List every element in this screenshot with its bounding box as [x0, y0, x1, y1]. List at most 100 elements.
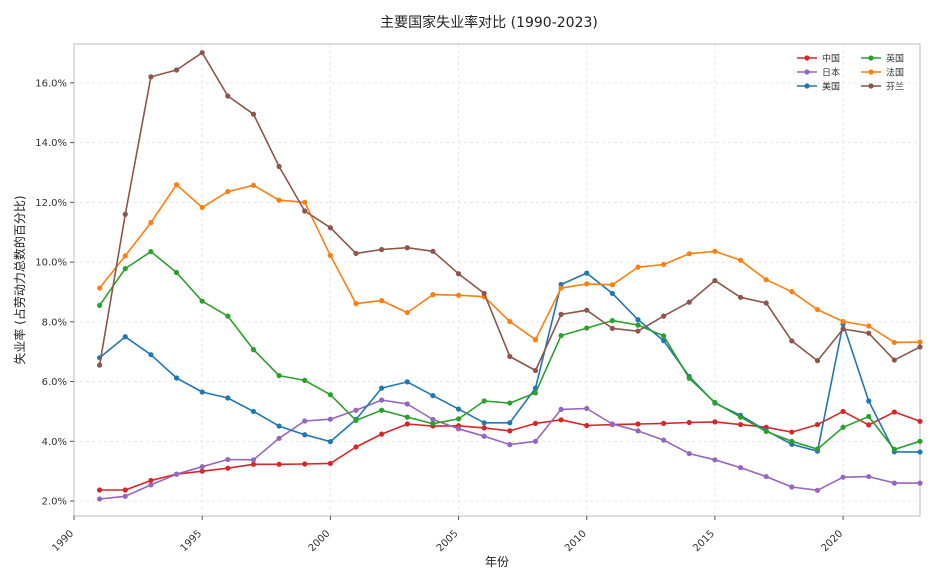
legend-marker — [868, 55, 874, 61]
y-tick-label: 8.0% — [42, 317, 67, 328]
plot-frame — [73, 43, 921, 517]
data-point — [737, 421, 744, 428]
data-point — [712, 248, 718, 254]
data-point — [866, 398, 872, 404]
y-tick-label: 16.0% — [35, 78, 67, 89]
data-point — [686, 450, 692, 457]
data-point — [686, 419, 692, 426]
data-point — [481, 398, 487, 404]
data-point — [302, 432, 308, 438]
data-point — [840, 408, 846, 415]
data-point — [917, 339, 923, 345]
data-point — [404, 401, 410, 407]
x-axis: 1990 1995 2000 2005 2010 2015 2020 — [50, 516, 845, 554]
data-point — [532, 420, 539, 426]
data-point — [353, 444, 359, 450]
data-point — [609, 325, 615, 331]
series-5 — [97, 50, 923, 374]
data-point — [866, 330, 872, 336]
data-point — [122, 487, 128, 493]
data-point — [353, 417, 359, 424]
x-tick-label: 2010 — [563, 528, 589, 554]
data-point — [430, 393, 436, 399]
data-point — [507, 353, 513, 360]
data-point — [789, 338, 795, 344]
data-point — [789, 484, 795, 490]
chart-title: 主要国家失业率对比 (1990-2023) — [380, 14, 598, 31]
legend-marker — [868, 69, 874, 75]
data-point — [404, 414, 410, 420]
data-point — [789, 438, 795, 444]
data-point — [97, 285, 103, 291]
data-point — [558, 285, 564, 291]
data-point — [302, 208, 308, 214]
data-point — [276, 435, 282, 441]
data-point — [532, 390, 539, 396]
data-point — [507, 318, 513, 325]
data-point — [379, 407, 385, 413]
data-point — [917, 438, 923, 444]
data-point — [686, 251, 692, 257]
data-point — [635, 428, 641, 434]
data-point — [558, 311, 564, 317]
data-point — [917, 480, 923, 486]
data-point — [302, 418, 308, 424]
series-3 — [97, 249, 923, 452]
data-point — [430, 416, 436, 423]
series — [97, 50, 923, 502]
data-point — [97, 362, 103, 368]
x-axis-label: 年份 — [485, 555, 509, 569]
data-point — [891, 480, 897, 486]
data-point — [737, 465, 744, 471]
data-point — [763, 428, 769, 435]
data-point — [866, 473, 872, 480]
data-point — [635, 317, 641, 323]
data-point — [327, 460, 333, 467]
data-point — [737, 414, 744, 420]
y-tick-label: 6.0% — [42, 377, 67, 388]
legend-item: 日本 — [797, 67, 840, 79]
data-point — [712, 457, 718, 463]
data-point — [840, 326, 846, 332]
data-point — [891, 446, 897, 452]
data-point — [173, 471, 180, 477]
y-tick-label: 14.0% — [35, 138, 67, 149]
data-point — [225, 456, 231, 463]
data-point — [737, 294, 744, 300]
data-point — [712, 277, 718, 284]
data-point — [199, 298, 205, 304]
data-point — [814, 306, 821, 313]
data-point — [225, 395, 231, 401]
series-line — [99, 399, 920, 500]
y-axis: 2.0% 4.0% 6.0% 8.0% 10.0% 12.0% 14.0% 16.0% — [35, 78, 74, 508]
x-tick-label: 2015 — [691, 528, 717, 554]
data-point — [584, 405, 590, 412]
legend-marker — [868, 83, 874, 89]
legend-item: 芬兰 — [861, 81, 904, 93]
data-point — [866, 323, 872, 329]
data-point — [199, 204, 205, 211]
data-point — [276, 461, 282, 467]
data-point — [148, 249, 154, 255]
data-point — [584, 307, 590, 313]
data-point — [686, 299, 692, 305]
data-point — [430, 248, 436, 254]
data-point — [250, 461, 257, 467]
data-point — [97, 496, 103, 502]
data-point — [686, 375, 692, 381]
data-point — [122, 493, 128, 499]
data-point — [148, 74, 154, 80]
data-point — [173, 269, 180, 276]
data-point — [455, 406, 462, 412]
data-point — [122, 253, 128, 259]
data-point — [584, 281, 590, 287]
data-point — [866, 413, 872, 420]
legend-label: 日本 — [822, 67, 840, 79]
y-axis-label: 失业率 (占劳动力总数的百分比) — [12, 195, 27, 364]
data-point — [609, 290, 615, 297]
data-point — [327, 392, 333, 398]
data-point — [789, 289, 795, 295]
data-point — [353, 250, 359, 257]
data-point — [814, 487, 821, 493]
